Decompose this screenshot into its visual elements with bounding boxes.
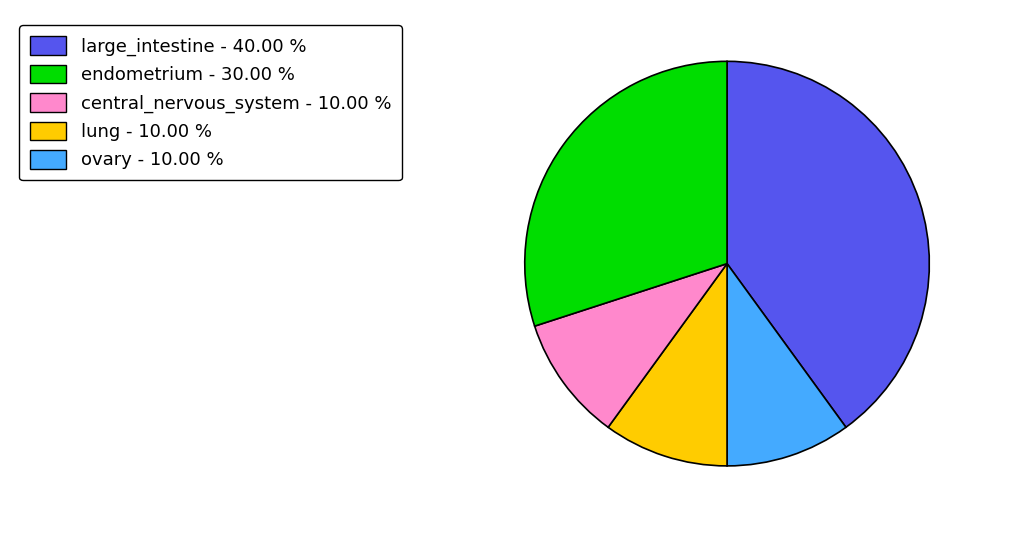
Wedge shape	[727, 264, 846, 466]
Legend: large_intestine - 40.00 %, endometrium - 30.00 %, central_nervous_system - 10.00: large_intestine - 40.00 %, endometrium -…	[19, 25, 402, 180]
Wedge shape	[535, 264, 727, 427]
Wedge shape	[608, 264, 727, 466]
Wedge shape	[524, 61, 727, 326]
Wedge shape	[727, 61, 930, 427]
